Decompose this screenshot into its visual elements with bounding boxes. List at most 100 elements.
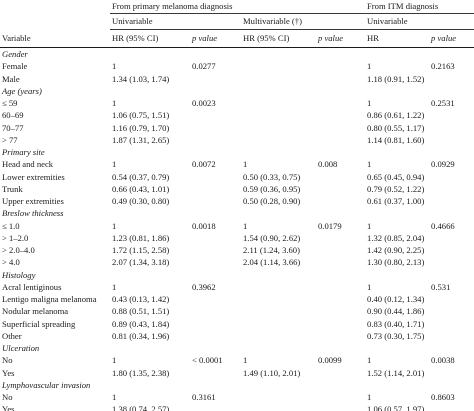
header-p-multivariable: p value (316, 29, 366, 48)
p-univariable-cell (190, 134, 241, 146)
p-itm-cell (429, 256, 474, 268)
p-itm-cell (429, 134, 474, 146)
hr-multivariable-cell (241, 134, 316, 146)
table-row: Head and neck 1 0.0072 1 0.008 1 0.0929 (0, 158, 474, 170)
table-row: 60–69 1.06 (0.75, 1.51) 0.86 (0.61, 1.22) (0, 109, 474, 121)
table-row: Lower extremities 0.54 (0.37, 0.79) 0.50 (… (0, 171, 474, 183)
p-univariable-cell (190, 183, 241, 195)
header-p-univariable: p value (190, 29, 241, 48)
table-row: > 1–2.0 1.23 (0.81, 1.86) 1.54 (0.90, 2.62… (0, 232, 474, 244)
table-row: ≤ 59 1 0.0023 1 0.2531 (0, 97, 474, 109)
variable-cell: ≤ 1.0 (2, 220, 20, 231)
p-itm-cell: 0.0038 (431, 355, 455, 366)
p-multivariable-cell (316, 244, 365, 256)
table-row: Acral lentiginous 1 0.3962 1 0.531 (0, 281, 474, 293)
hr-multivariable-cell (241, 73, 316, 85)
p-itm-cell (429, 232, 474, 244)
p-itm-cell (429, 109, 474, 121)
p-itm-cell (429, 244, 474, 256)
group-row: Gender (0, 48, 474, 61)
group-label: Histology (2, 269, 36, 280)
p-univariable-cell (190, 244, 241, 256)
variable-cell: > 2.0–4.0 (2, 245, 35, 255)
hr-itm-cell: 1.14 (0.81, 1.60) (367, 134, 425, 145)
hr-univariable-cell: 1.87 (1.31, 2.65) (112, 134, 170, 145)
p-itm-cell (429, 330, 474, 342)
hr-multivariable-cell (241, 97, 316, 109)
p-multivariable-cell (316, 109, 365, 121)
header-hr-multivariable: HR (95% CI) (241, 29, 316, 48)
group-row: Primary site (0, 146, 474, 158)
p-multivariable-cell (316, 195, 365, 207)
p-itm-cell (429, 318, 474, 330)
group-label: Gender (2, 49, 28, 59)
p-multivariable-cell (316, 134, 365, 146)
header-row-columns: Variable HR (95% CI) p value HR (95% CI)… (0, 29, 474, 48)
hr-multivariable-cell (241, 391, 316, 403)
variable-cell: Lower extremities (2, 171, 65, 182)
hr-itm-cell: 1.06 (0.57, 1.97) (367, 404, 425, 411)
hr-multivariable-cell (241, 330, 316, 342)
p-itm-cell (429, 171, 474, 183)
header-empty (0, 14, 110, 30)
p-itm-cell (429, 293, 474, 305)
table-row: No 1 < 0.0001 1 0.0099 1 0.0038 (0, 354, 474, 366)
hr-univariable-cell: 0.66 (0.43, 1.01) (112, 183, 170, 194)
table-row: ≤ 1.0 1 0.0018 1 0.0179 1 0.4666 (0, 220, 474, 232)
p-multivariable-cell (316, 171, 365, 183)
variable-cell: Acral lentiginous (2, 281, 62, 292)
variable-cell: No (2, 392, 13, 402)
p-univariable-cell: 0.3962 (192, 281, 216, 292)
p-multivariable-cell (316, 183, 365, 195)
p-itm-cell: 0.2163 (431, 61, 455, 72)
table-row: Yes 1.80 (1.35, 2.38) 1.49 (1.10, 2.01) 1.5… (0, 367, 474, 379)
hr-univariable-cell: 1.38 (0.74, 2.57) (112, 404, 170, 411)
table-body: Gender Female 1 0.0277 1 0.2163 Male 1.34 (1.03… (0, 48, 474, 411)
p-multivariable-cell: 0.0099 (318, 355, 342, 366)
p-itm-cell (429, 122, 474, 134)
hr-itm-cell: 1 (367, 159, 372, 170)
p-multivariable-cell: 0.0179 (318, 220, 342, 231)
variable-cell: Yes (2, 404, 15, 411)
header-hr-itm: HR (365, 29, 430, 48)
table-row: 70–77 1.16 (0.79, 1.70) 0.80 (0.55, 1.17) (0, 122, 474, 134)
table-row: Other 0.81 (0.34, 1.96) 0.73 (0.30, 1.75) (0, 330, 474, 342)
group-row: Lymphovascular invasion (0, 379, 474, 391)
table-row: Upper extremities 0.49 (0.30, 0.80) 0.50 (… (0, 195, 474, 207)
p-univariable-cell (190, 403, 241, 411)
header-hr-univariable: HR (95% CI) (110, 29, 190, 48)
hr-itm-cell: 1 (367, 61, 372, 72)
variable-cell: > 77 (2, 134, 18, 145)
table-row: Yes 1.38 (0.74, 2.57) 1.06 (0.57, 1.97) (0, 403, 474, 411)
p-multivariable-cell (316, 330, 365, 342)
hr-univariable-cell: 0.54 (0.37, 0.79) (112, 171, 170, 182)
hr-multivariable-cell (241, 122, 316, 134)
group-label: Breslow thickness (2, 208, 64, 219)
p-univariable-cell (190, 232, 241, 244)
hr-univariable-cell: 1.72 (1.15, 2.58) (112, 245, 170, 255)
hr-univariable-cell: 1.16 (0.79, 1.70) (112, 122, 170, 133)
p-univariable-cell: 0.0072 (192, 159, 216, 170)
hr-itm-cell: 0.90 (0.44, 1.86) (367, 306, 425, 317)
hr-univariable-cell: 1 (112, 98, 117, 108)
hr-itm-cell: 1.30 (0.80, 2.13) (367, 257, 425, 268)
variable-cell: Lentigo maligna melanoma (2, 294, 97, 304)
header-row-subgroups: Univariable Multivariable (†) Univariabl… (0, 13, 474, 30)
p-itm-cell (429, 183, 474, 195)
hr-univariable-cell: 1.23 (0.81, 1.86) (112, 232, 170, 243)
hr-multivariable-cell: 1 (243, 159, 248, 170)
header-sub-univariable: Univariable (110, 13, 241, 30)
hr-univariable-cell: 0.43 (0.13, 1.42) (112, 294, 170, 304)
variable-cell: Upper extremities (2, 196, 64, 206)
variable-cell: Nodular melanoma (2, 306, 69, 317)
hr-univariable-cell: 0.89 (0.43, 1.84) (112, 318, 170, 329)
hr-univariable-cell: 0.49 (0.30, 0.80) (112, 196, 170, 206)
p-univariable-cell (190, 122, 241, 134)
p-itm-cell (429, 73, 474, 85)
hr-univariable-cell: 1 (112, 159, 117, 170)
hr-itm-cell: 0.73 (0.30, 1.75) (367, 330, 425, 341)
group-label: Age (years) (2, 85, 42, 96)
p-multivariable-cell (316, 391, 365, 403)
